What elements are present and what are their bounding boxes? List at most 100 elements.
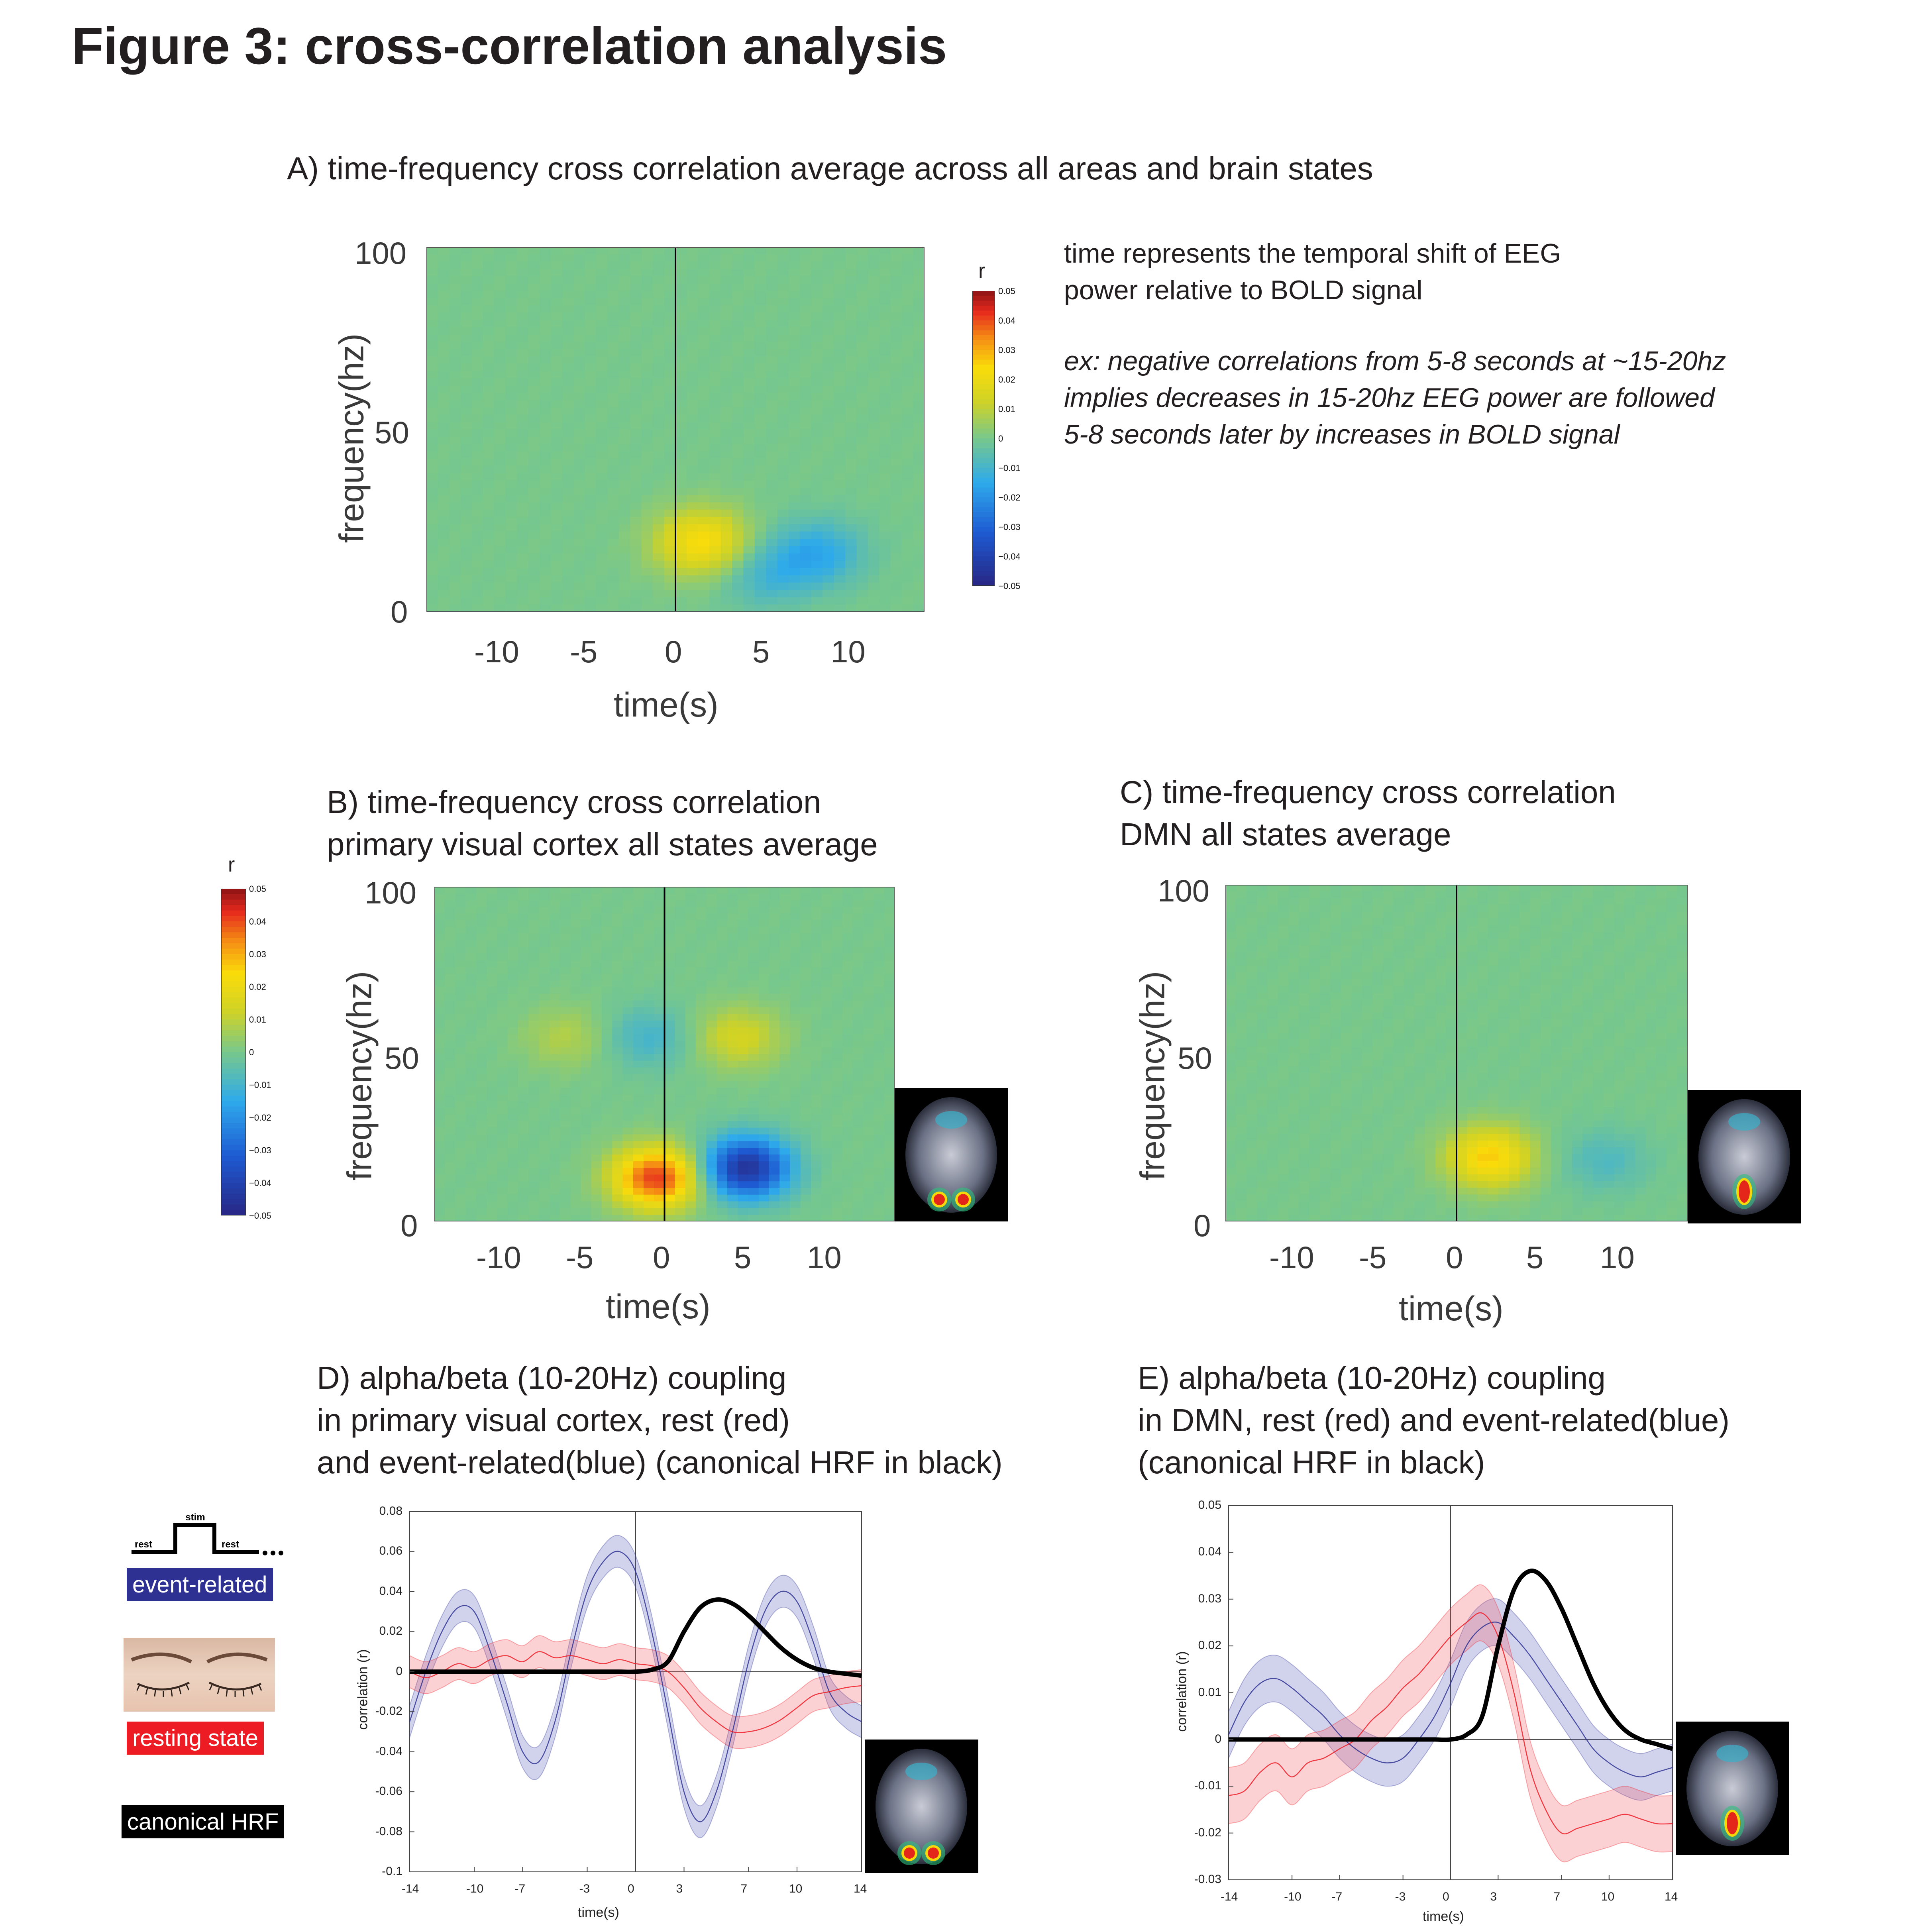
heatmap-cell — [471, 451, 483, 459]
heatmap-cell — [1299, 925, 1310, 932]
heatmap-cell — [868, 451, 879, 459]
heatmap-cell — [465, 913, 477, 921]
heatmap-cell — [902, 371, 914, 379]
heatmap-cell — [853, 1094, 864, 1101]
heatmap-cell — [654, 1021, 665, 1028]
heatmap-cell — [842, 1007, 853, 1014]
heatmap-cell — [727, 887, 738, 894]
heatmap-cell — [438, 422, 450, 430]
heatmap-cell — [758, 1194, 770, 1202]
heatmap-cell — [494, 356, 506, 364]
heatmap-cell — [754, 305, 766, 313]
heatmap-cell — [879, 444, 891, 452]
heatmap-cell — [717, 1074, 728, 1081]
heatmap-cell — [460, 568, 472, 576]
heatmap-cell — [664, 546, 676, 554]
heatmap-cell — [1288, 1127, 1300, 1134]
heatmap-cell — [518, 1007, 529, 1014]
heatmap-cell — [675, 1041, 686, 1048]
heatmap-cell — [641, 495, 653, 503]
heatmap-cell — [832, 1074, 843, 1081]
heatmap-cell — [654, 960, 665, 968]
heatmap-cell — [823, 254, 834, 262]
heatmap-cell — [607, 327, 619, 335]
heatmap-cell — [596, 254, 608, 262]
heatmap-cell — [591, 1134, 602, 1141]
heatmap-cell — [581, 1194, 592, 1202]
heatmap-cell — [607, 312, 619, 320]
heatmap-cell — [644, 1148, 654, 1155]
heatmap-cell — [821, 1154, 832, 1162]
heatmap-cell — [560, 893, 571, 901]
heatmap-cell — [549, 1007, 560, 1014]
heatmap-cell — [507, 1067, 518, 1074]
heatmap-cell — [709, 546, 721, 554]
heatmap-cell — [842, 1181, 853, 1188]
colorbar-swatch — [972, 394, 995, 399]
heatmap-cell — [675, 1088, 686, 1095]
heatmap-cell — [1299, 945, 1310, 952]
heatmap-cell — [518, 1054, 529, 1061]
heatmap-cell — [573, 597, 585, 605]
heatmap-cell — [633, 1188, 644, 1195]
heatmap-cell — [471, 414, 483, 422]
heatmap-cell — [913, 451, 925, 459]
heatmap-cell — [505, 305, 517, 313]
heatmap-cell — [1257, 1215, 1268, 1221]
heatmap-cell — [732, 509, 744, 517]
heatmap-cell — [758, 1215, 770, 1221]
heatmap-cell — [727, 1101, 738, 1108]
heatmap-cell — [487, 927, 498, 934]
heatmap-cell — [687, 575, 699, 583]
heatmap-cell — [720, 531, 732, 539]
heatmap-cell — [602, 1148, 612, 1155]
heatmap-cell — [696, 987, 707, 994]
heatmap-cell — [633, 1088, 644, 1095]
heatmap-cell — [717, 933, 728, 940]
heatmap-cell — [518, 933, 529, 940]
heatmap-cell — [758, 907, 770, 914]
heatmap-cell — [602, 967, 612, 974]
heatmap-cell — [549, 893, 560, 901]
heatmap-cell — [834, 356, 846, 364]
heatmap-cell — [528, 597, 540, 605]
heatmap-cell — [507, 947, 518, 954]
heatmap-cell — [664, 960, 675, 968]
heatmap-cell — [528, 283, 540, 291]
heatmap-cell — [687, 400, 699, 408]
heatmap-cell — [426, 327, 438, 335]
heatmap-cell — [641, 560, 653, 568]
heatmap-cell — [863, 1161, 874, 1168]
heatmap-cell — [884, 1060, 895, 1068]
heatmap-cell — [585, 414, 597, 422]
heatmap-cell — [596, 283, 608, 291]
heatmap-cell — [591, 940, 602, 947]
heatmap-cell — [738, 1081, 749, 1088]
heatmap-cell — [789, 305, 801, 313]
heatmap-cell — [675, 305, 687, 313]
heatmap-cell — [811, 1054, 822, 1061]
heatmap-cell — [1278, 1208, 1289, 1215]
heatmap-cell — [591, 980, 602, 988]
heatmap-cell — [497, 1060, 508, 1068]
heatmap-cell — [811, 1201, 822, 1208]
heatmap-cell — [758, 1094, 770, 1101]
heatmap-cell — [622, 1188, 634, 1195]
heatmap-cell — [641, 312, 653, 320]
heatmap-cell — [902, 517, 914, 524]
heatmap-cell — [743, 590, 755, 597]
heatmap-cell — [497, 900, 508, 907]
heatmap-cell — [622, 1101, 634, 1108]
heatmap-cell — [487, 954, 498, 961]
heatmap-cell — [720, 247, 732, 255]
heatmap-cell — [654, 900, 665, 907]
heatmap-cell — [698, 342, 710, 349]
heatmap-cell — [863, 1201, 874, 1208]
heatmap-cell — [698, 590, 710, 597]
heatmap-cell — [720, 539, 732, 546]
heatmap-cell — [743, 436, 755, 444]
heatmap-cell — [863, 993, 874, 1001]
heatmap-cell — [560, 1094, 571, 1101]
heatmap-cell — [1225, 1013, 1236, 1020]
heatmap-cell — [505, 444, 517, 452]
